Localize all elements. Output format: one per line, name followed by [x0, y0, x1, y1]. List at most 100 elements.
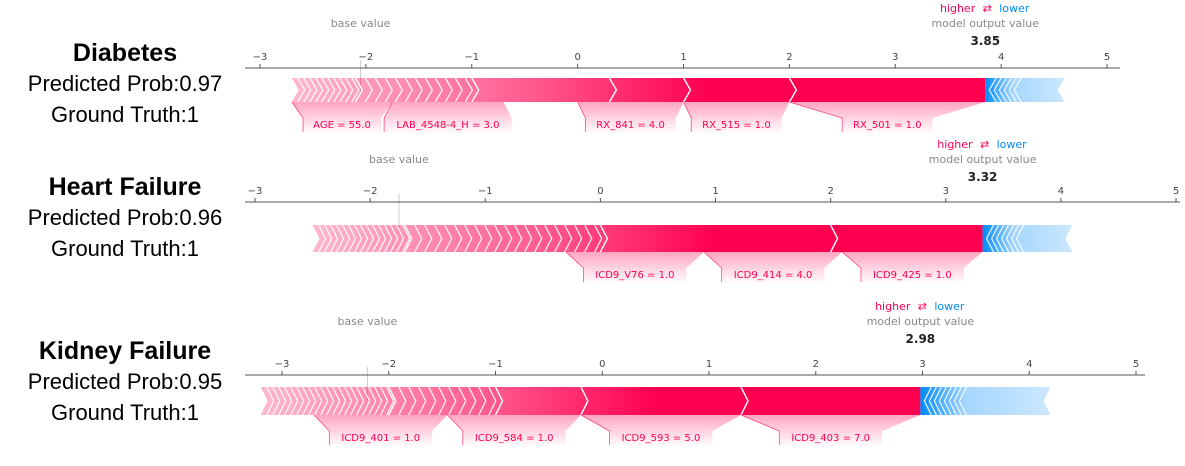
segment-divider — [471, 77, 480, 103]
chevron — [327, 77, 336, 103]
chevron — [314, 386, 323, 416]
segment-divider — [830, 224, 839, 253]
chevron — [574, 224, 583, 253]
ground-truth: Ground Truth:1 — [51, 102, 199, 127]
feature-label: AGE = 55.0 — [313, 120, 371, 131]
chevron — [985, 224, 995, 253]
chevron — [339, 77, 348, 103]
feature-label: ICD9_414 = 4.0 — [734, 270, 813, 281]
model-output-caption: model output value — [867, 315, 975, 328]
chevron — [424, 224, 433, 253]
chevron — [320, 386, 329, 416]
chevron — [594, 224, 603, 253]
x-tick-label: 5 — [1173, 186, 1179, 197]
chevron — [389, 224, 399, 253]
chevron — [488, 386, 497, 416]
legend-arrow-icon: ⇄ — [983, 2, 992, 15]
segment-divider — [740, 386, 749, 416]
panel-kidney-failure: Kidney Failure Predicted Prob:0.95 Groun… — [0, 296, 1185, 466]
x-tick-label: 1 — [680, 52, 686, 63]
chevron — [395, 224, 405, 253]
chevron — [323, 224, 333, 253]
feature-connector-line — [313, 414, 330, 445]
model-output-value: 3.32 — [968, 170, 998, 184]
x-tick-label: 0 — [599, 359, 605, 370]
chevron — [329, 224, 339, 253]
chevron — [386, 386, 395, 416]
feature-connector-line — [580, 414, 610, 445]
feature-label: LAB_4548-4_H = 3.0 — [396, 120, 499, 131]
chevron — [362, 386, 371, 416]
feature-connector-fill — [291, 102, 393, 134]
chevron — [414, 77, 424, 103]
panel-title: Kidney Failure — [38, 337, 212, 365]
positive-chevrons — [266, 386, 749, 416]
chevron — [434, 224, 443, 253]
chevron — [272, 386, 281, 416]
chevron — [1008, 77, 1017, 103]
chevron — [1010, 224, 1020, 253]
chevron — [1005, 224, 1015, 253]
chevron — [948, 386, 957, 416]
chevron — [359, 224, 369, 253]
chevron — [464, 77, 474, 103]
chevron — [428, 386, 437, 416]
panel-title: Diabetes — [72, 39, 178, 67]
x-tick-label: −2 — [359, 52, 374, 63]
positive-chevrons — [297, 77, 798, 103]
chevron — [368, 386, 377, 416]
positive-force-bar — [312, 225, 983, 252]
feature-connector-line — [383, 101, 393, 132]
segment-divider — [580, 386, 589, 416]
negative-chevrons — [988, 77, 1022, 103]
x-tick-label: −1 — [464, 52, 479, 63]
chevron — [454, 224, 463, 253]
base-value-caption: base value — [338, 315, 398, 328]
chevron — [401, 224, 411, 253]
x-tick-label: 4 — [1026, 359, 1032, 370]
segment-divider — [354, 77, 364, 103]
feature-label: RX_841 = 4.0 — [596, 120, 665, 131]
feature-connector-fill — [842, 252, 983, 284]
chevron — [351, 77, 360, 103]
feature-connector-fill — [741, 415, 921, 447]
segment-divider — [608, 77, 618, 103]
chevron — [398, 386, 407, 416]
chevron — [554, 224, 563, 253]
chevron — [494, 224, 503, 253]
chevron — [988, 77, 997, 103]
chevron — [514, 224, 523, 253]
chevron — [448, 386, 457, 416]
model-output-value: 2.98 — [906, 332, 936, 346]
negative-chevrons — [985, 224, 1025, 253]
x-tick-label: 5 — [1133, 359, 1139, 370]
legend-higher: higher — [940, 2, 976, 15]
chevron — [1015, 224, 1025, 253]
feature-label: RX_501 = 1.0 — [853, 120, 922, 131]
feature-connector-fill — [580, 415, 742, 447]
segment-divider — [494, 386, 504, 416]
force-plot-kidney-failure: higher ⇄ lower model output value 2.98 base v… — [245, 300, 1145, 447]
feature-connector-fill — [384, 102, 512, 134]
chevron — [278, 386, 287, 416]
chevron — [438, 386, 447, 416]
positive-chevrons — [317, 224, 839, 253]
chevron — [384, 77, 394, 103]
chevron — [923, 386, 932, 416]
chevron — [315, 77, 324, 103]
x-tick-label: −1 — [478, 186, 493, 197]
chevron — [341, 224, 351, 253]
x-tick-label: 5 — [1104, 52, 1110, 63]
feature-connector-line — [703, 251, 723, 282]
legend-arrow-icon: ⇄ — [918, 300, 927, 313]
positive-force-bar — [291, 78, 986, 102]
chevron — [297, 77, 306, 103]
chevron — [534, 224, 543, 253]
x-tick-label: 1 — [712, 186, 718, 197]
chevron — [326, 386, 335, 416]
feature-connector-line — [841, 251, 862, 282]
feature-label: ICD9_401 = 1.0 — [341, 433, 420, 444]
feature-connector-line — [291, 101, 304, 132]
segment-divider — [788, 77, 798, 103]
chevron — [444, 224, 453, 253]
